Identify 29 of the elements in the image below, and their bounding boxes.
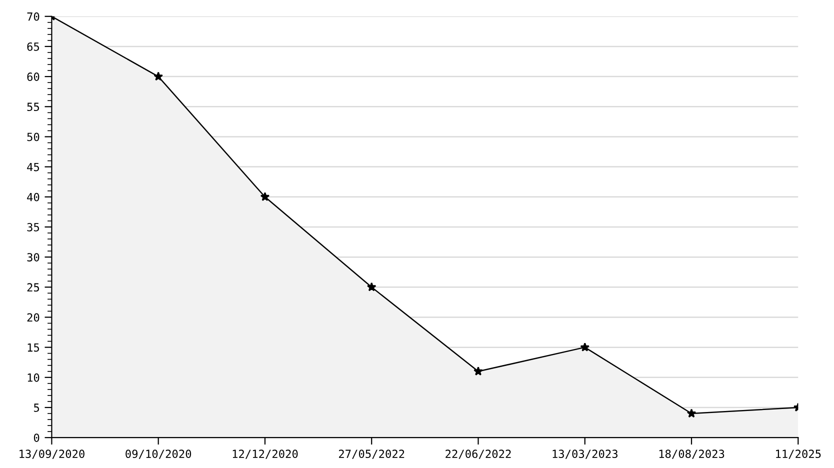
- y-tick-label: 40: [27, 192, 40, 202]
- x-tick-label: 09/10/2020: [126, 450, 192, 459]
- point: [260, 192, 270, 201]
- point: [686, 408, 696, 418]
- y-tick-label: 50: [27, 132, 40, 142]
- x-tick-label: 13/09/2020: [20, 450, 84, 459]
- y-tick-label: 65: [27, 42, 40, 51]
- y-tick-label: 55: [27, 102, 40, 112]
- y-tick-label: 5: [34, 404, 40, 412]
- x-tick-label: 27/05/2022: [338, 450, 404, 459]
- point: [474, 366, 483, 376]
- x-tick-label: 22/06/2022: [446, 450, 511, 459]
- point: [366, 282, 376, 292]
- y-tick-label: 60: [27, 72, 40, 81]
- point: [154, 72, 163, 81]
- x-tick-label: 13/03/2023: [552, 450, 618, 459]
- y-tick-label: 25: [27, 283, 40, 292]
- x-tick-label: 12/12/2020: [232, 450, 298, 459]
- y-tick-label: 15: [28, 343, 40, 352]
- y-tick-label: 0: [34, 434, 40, 442]
- y-tick-label: 20: [27, 313, 40, 322]
- point: [580, 342, 590, 352]
- y-tick-label: 10: [28, 373, 40, 382]
- y-tick-label: 35: [27, 222, 40, 232]
- y-tick-label: 70: [27, 12, 40, 21]
- y-tick-label: 45: [27, 162, 40, 172]
- x-tick-label: 18/08/2023: [659, 450, 724, 459]
- x-tick-label: 11/2025: [776, 450, 821, 459]
- y-tick-label: 30: [27, 253, 40, 262]
